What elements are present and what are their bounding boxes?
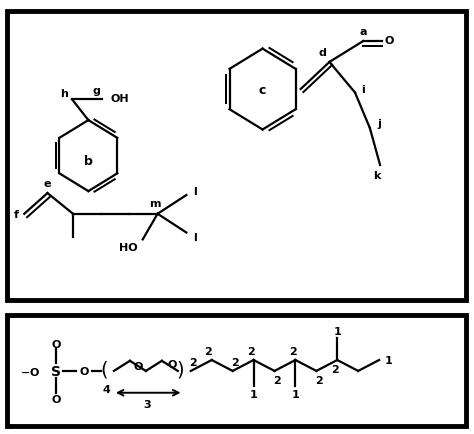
Text: O: O [167,359,177,369]
Text: 1: 1 [333,327,341,337]
Text: OH: OH [110,94,129,104]
Text: j: j [377,119,381,129]
Text: i: i [362,84,365,94]
Text: 2: 2 [273,375,281,385]
Text: b: b [84,155,93,168]
Text: 2: 2 [231,357,239,367]
Text: 1: 1 [250,389,257,399]
Text: (: ( [100,359,108,378]
Text: 1: 1 [384,355,392,365]
Text: 2: 2 [189,357,197,367]
Text: a: a [359,27,366,37]
Text: h: h [60,89,68,99]
Text: $\mathbf{-O}$: $\mathbf{-O}$ [20,365,40,377]
Text: l: l [193,233,197,243]
Text: 2: 2 [289,346,297,356]
Text: O: O [51,339,61,349]
Text: c: c [259,83,266,96]
Text: m: m [149,198,161,208]
Text: 3: 3 [143,400,151,410]
Text: d: d [319,48,327,58]
Text: O: O [385,36,394,46]
Text: 2: 2 [315,375,322,385]
Text: 2: 2 [204,346,212,356]
Text: 2: 2 [331,365,339,375]
Text: O: O [51,395,61,404]
Text: O: O [79,366,88,376]
Text: O: O [134,361,143,371]
Text: ): ) [177,359,184,378]
Text: 2: 2 [247,346,255,356]
Text: S: S [51,364,61,378]
Text: f: f [13,209,18,219]
Text: 4: 4 [103,384,111,394]
Text: 1: 1 [292,389,299,399]
Text: e: e [44,179,51,189]
Text: k: k [373,171,380,181]
Text: l: l [193,187,197,197]
Text: HO: HO [118,242,137,252]
Text: g: g [93,85,100,95]
